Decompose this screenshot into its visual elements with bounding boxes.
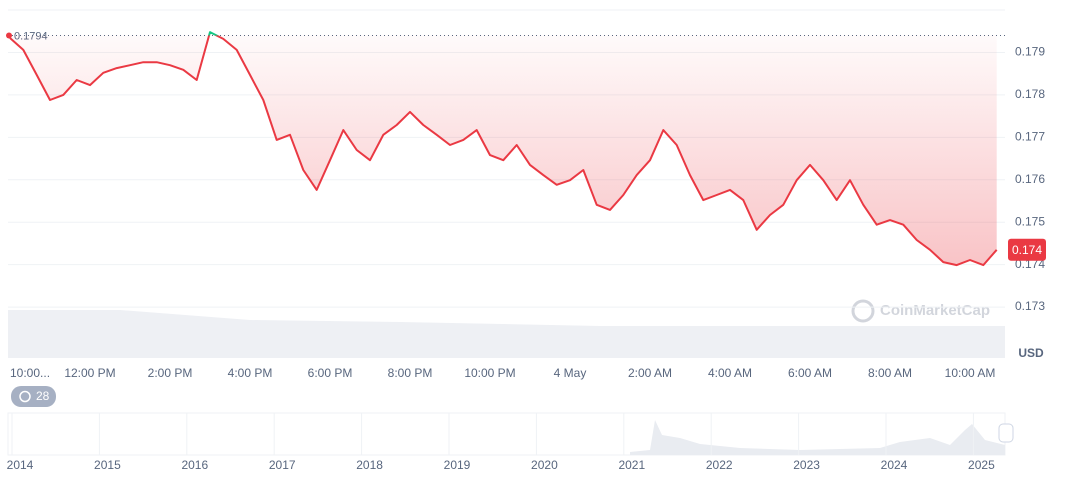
y-tick-label: 0.177 — [1015, 129, 1045, 143]
x-tick-label: 2:00 PM — [148, 366, 193, 380]
x-tick-label: 10:00 PM — [464, 366, 515, 380]
price-area — [10, 32, 997, 266]
y-tick-label: 0.173 — [1015, 299, 1045, 313]
navigator-year: 2021 — [618, 458, 645, 472]
x-tick-label: 2:00 AM — [628, 366, 672, 380]
navigator-year: 2016 — [181, 458, 208, 472]
badge-icon — [19, 390, 31, 403]
price-line — [9, 31, 998, 267]
volume-band — [8, 310, 1005, 358]
y-axis-label: USD — [1018, 346, 1044, 360]
x-tick-label: 4:00 PM — [228, 366, 273, 380]
x-tick-label: 4 May — [554, 366, 587, 380]
badge[interactable] — [11, 386, 56, 407]
navigator-year: 2017 — [269, 458, 296, 472]
navigator-year: 2022 — [706, 458, 733, 472]
navigator — [7, 412, 1006, 456]
watermark-text: CoinMarketCap — [880, 302, 990, 319]
badge-text: 28 — [36, 389, 50, 403]
navigator-area — [630, 420, 1005, 455]
y-tick-label: 0.178 — [1015, 87, 1045, 101]
navigator-handle[interactable] — [998, 423, 1014, 443]
x-tick-label: 8:00 AM — [868, 366, 912, 380]
x-tick-label: 8:00 PM — [388, 366, 433, 380]
navigator-year: 2025 — [968, 458, 995, 472]
y-tick-label: 0.179 — [1015, 45, 1045, 59]
x-tick-label: 12:00 PM — [64, 366, 115, 380]
price-tag — [1008, 238, 1046, 261]
watermark: CoinMarketCap — [851, 299, 990, 323]
y-tick-label: 0.175 — [1015, 214, 1045, 228]
x-tick-label: 6:00 PM — [308, 366, 353, 380]
navigator-year: 2023 — [793, 458, 820, 472]
y-tick-label: 0.176 — [1015, 172, 1045, 186]
navigator-year: 2015 — [94, 458, 121, 472]
navigator-year: 2020 — [531, 458, 558, 472]
x-tick-label: 10:00 AM — [945, 366, 996, 380]
x-tick-label: 10:00... — [10, 366, 50, 380]
navigator-year: 2024 — [881, 458, 908, 472]
x-tick-label: 6:00 AM — [788, 366, 832, 380]
navigator-year: 2014 — [7, 458, 34, 472]
x-tick-label: 4:00 AM — [708, 366, 752, 380]
navigator-year: 2018 — [356, 458, 383, 472]
navigator-year: 2019 — [444, 458, 471, 472]
price-tag-label: 0.174 — [1012, 243, 1042, 257]
